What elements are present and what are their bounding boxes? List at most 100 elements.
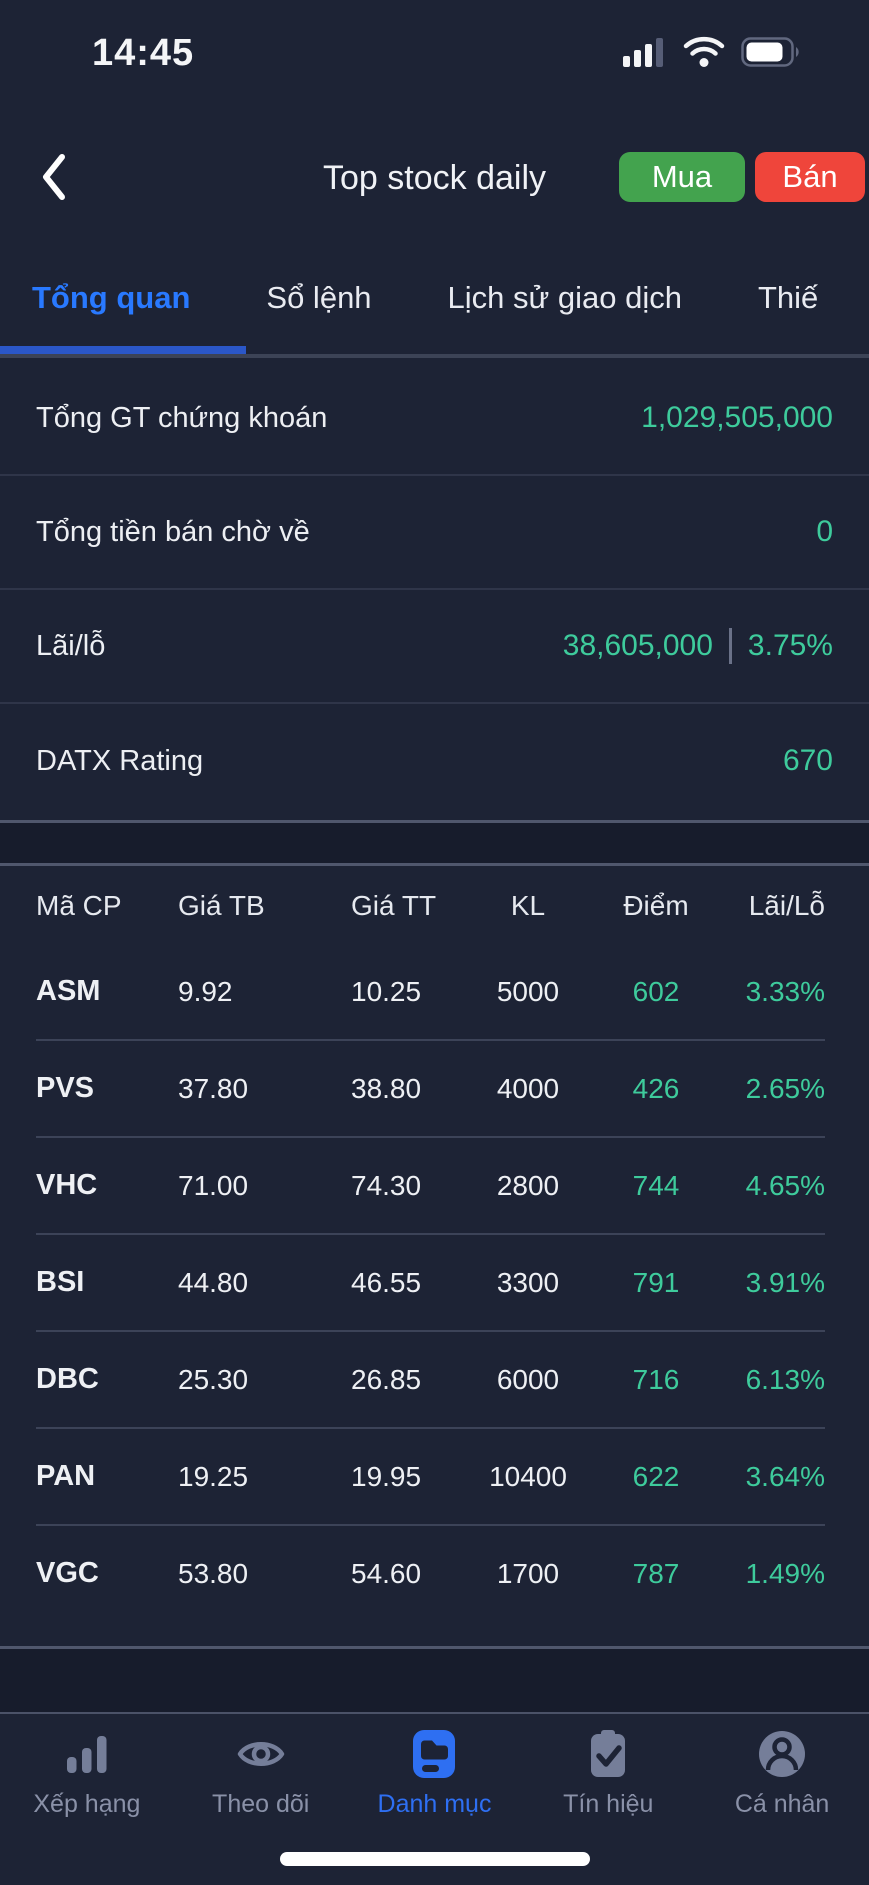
market-price: 10.25 <box>351 975 422 1007</box>
portfolio-summary: Tổng GT chứng khoán 1,029,505,000 Tổng t… <box>0 362 869 818</box>
row-divider <box>36 1427 825 1429</box>
stock-symbol: PVS <box>36 1072 95 1104</box>
table-row[interactable]: VHC 71.00 74.30 2800 744 4.65% <box>0 1138 869 1233</box>
col-header-avg-price: Giá TB <box>178 890 265 921</box>
market-price: 26.85 <box>351 1363 422 1395</box>
col-header-symbol: Mã CP <box>36 890 122 921</box>
sell-button[interactable]: Bán <box>755 152 865 202</box>
table-row[interactable]: BSI 44.80 46.55 3300 791 3.91% <box>0 1235 869 1330</box>
eye-icon <box>235 1728 287 1780</box>
row-divider <box>36 1330 825 1332</box>
person-circle-icon <box>756 1728 808 1780</box>
volume: 2800 <box>496 1169 560 1201</box>
table-row[interactable]: VGC 53.80 54.60 1700 787 1.49% <box>0 1526 869 1621</box>
cellular-signal-icon <box>623 37 667 72</box>
summary-label: Tổng tiền bán chờ về <box>36 515 310 548</box>
volume: 3300 <box>496 1266 560 1298</box>
summary-row-pending-cash: Tổng tiền bán chờ về 0 <box>0 476 869 590</box>
wallet-icon <box>408 1728 460 1780</box>
nav-item-ca-nhan[interactable]: Cá nhân <box>695 1714 869 1885</box>
summary-value: 0 <box>816 515 833 548</box>
tab-thiet-lap[interactable]: Thiế <box>757 280 819 315</box>
tab-lich-su-giao-dich[interactable]: Lịch sử giao dịch <box>447 280 682 315</box>
section-separator <box>0 820 869 866</box>
score: 791 <box>632 1266 680 1298</box>
stock-symbol: BSI <box>36 1266 85 1298</box>
bottom-navigation: Xếp hạng Theo dõi Danh mục <box>0 1714 869 1885</box>
market-price: 38.80 <box>351 1072 422 1104</box>
volume: 4000 <box>496 1072 560 1104</box>
avg-price: 25.30 <box>178 1363 249 1395</box>
market-price: 46.55 <box>351 1266 422 1298</box>
home-indicator[interactable] <box>280 1852 590 1866</box>
pnl-percent: 3.91% <box>745 1266 825 1298</box>
summary-label: DATX Rating <box>36 744 204 777</box>
summary-row-pnl: Lãi/lỗ 38,605,000 3.75% <box>0 590 869 704</box>
clock-time: 14:45 <box>92 32 195 74</box>
summary-label: Lãi/lỗ <box>36 629 106 662</box>
pnl-amount: 38,605,000 <box>562 629 713 662</box>
buy-button[interactable]: Mua <box>619 152 745 202</box>
tab-tong-quan[interactable]: Tổng quan <box>32 280 191 315</box>
table-row[interactable]: DBC 25.30 26.85 6000 716 6.13% <box>0 1332 869 1427</box>
holdings-table: Mã CP Giá TB Giá TT KL Điểm Lãi/Lỗ ASM 9… <box>0 868 869 1621</box>
avg-price: 37.80 <box>178 1072 249 1104</box>
tab-bar: Tổng quan Sổ lệnh Lịch sử giao dịch Thiế <box>0 248 869 348</box>
pnl-percent: 2.65% <box>745 1072 825 1104</box>
summary-value: 1,029,505,000 <box>641 401 833 434</box>
bar-chart-icon <box>61 1728 113 1780</box>
summary-value: 670 <box>782 744 833 777</box>
nav-item-danh-muc[interactable]: Danh mục <box>348 1714 522 1885</box>
nav-label: Tín hiệu <box>563 1790 654 1818</box>
status-bar: 14:45 <box>0 0 869 100</box>
table-row[interactable]: ASM 9.92 10.25 5000 602 3.33% <box>0 944 869 1039</box>
score: 622 <box>632 1460 680 1492</box>
avg-price: 19.25 <box>178 1460 249 1492</box>
back-button[interactable] <box>38 152 68 202</box>
nav-label: Xếp hạng <box>33 1790 141 1818</box>
stock-symbol: VHC <box>36 1169 98 1201</box>
page-header: Top stock daily Mua Bán <box>0 128 869 228</box>
summary-row-datx-rating: DATX Rating 670 <box>0 704 869 818</box>
nav-item-xep-hang[interactable]: Xếp hạng <box>0 1714 174 1885</box>
volume: 6000 <box>496 1363 560 1395</box>
row-divider <box>36 1524 825 1526</box>
row-divider <box>36 1136 825 1138</box>
col-header-score: Điểm <box>623 890 689 921</box>
active-tab-underline <box>0 346 246 354</box>
nav-label: Danh mục <box>377 1790 492 1818</box>
score: 602 <box>632 975 680 1007</box>
pnl-percent: 6.13% <box>745 1363 825 1395</box>
clipboard-check-icon <box>582 1728 634 1780</box>
col-header-market-price: Giá TT <box>351 890 437 921</box>
market-price: 74.30 <box>351 1169 422 1201</box>
avg-price: 53.80 <box>178 1557 249 1589</box>
nav-label: Cá nhân <box>734 1790 830 1818</box>
pnl-percent: 3.75% <box>747 629 833 662</box>
stock-symbol: PAN <box>36 1460 96 1492</box>
page-title: Top stock daily <box>323 158 546 197</box>
stock-symbol: DBC <box>36 1363 99 1395</box>
avg-price: 44.80 <box>178 1266 249 1298</box>
table-row[interactable]: PVS 37.80 38.80 4000 426 2.65% <box>0 1041 869 1136</box>
table-row[interactable]: PAN 19.25 19.95 10400 622 3.64% <box>0 1429 869 1524</box>
score: 716 <box>632 1363 680 1395</box>
bottom-separator <box>0 1646 869 1714</box>
market-price: 19.95 <box>351 1460 422 1492</box>
tab-so-lenh[interactable]: Sổ lệnh <box>266 280 372 315</box>
nav-label: Theo dõi <box>212 1790 310 1818</box>
col-header-volume: KL <box>510 890 546 921</box>
score: 426 <box>632 1072 680 1104</box>
summary-row-total-value: Tổng GT chứng khoán 1,029,505,000 <box>0 362 869 476</box>
avg-price: 9.92 <box>178 975 233 1007</box>
nav-item-tin-hieu[interactable]: Tín hiệu <box>521 1714 695 1885</box>
score: 744 <box>632 1169 680 1201</box>
pnl-percent: 1.49% <box>745 1557 825 1589</box>
table-header-row: Mã CP Giá TB Giá TT KL Điểm Lãi/Lỗ <box>0 868 869 944</box>
volume: 10400 <box>489 1460 567 1492</box>
nav-item-theo-doi[interactable]: Theo dõi <box>174 1714 348 1885</box>
score: 787 <box>632 1557 680 1589</box>
pnl-percent: 3.33% <box>745 975 825 1007</box>
wifi-icon <box>683 36 725 73</box>
value-divider <box>728 628 732 664</box>
